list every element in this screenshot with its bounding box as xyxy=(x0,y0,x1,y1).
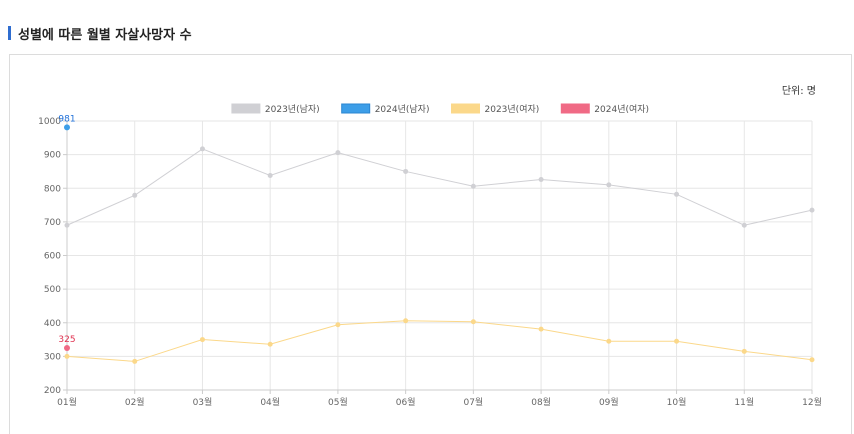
unit-label: 단위: 명 xyxy=(781,86,816,97)
section-title: 성별에 따른 월별 자살사망자 수 xyxy=(8,24,192,43)
y-tick-label: 300 xyxy=(44,352,61,362)
data-point[interactable] xyxy=(267,341,273,347)
data-point[interactable] xyxy=(132,192,138,198)
x-tick-label: 02월 xyxy=(125,396,145,408)
data-point[interactable] xyxy=(335,150,341,156)
data-point[interactable] xyxy=(674,338,680,344)
page-title: 성별에 따른 월별 자살사망자 수 xyxy=(18,27,192,43)
legend-label: 2023년(여자) xyxy=(485,103,540,115)
data-point[interactable] xyxy=(741,348,747,354)
data-point[interactable] xyxy=(199,146,205,152)
data-point[interactable] xyxy=(674,191,680,197)
legend-item[interactable]: 2023년(남자) xyxy=(231,103,320,115)
chart-panel xyxy=(9,54,852,434)
data-point[interactable] xyxy=(606,182,612,188)
chart-data-labels: 981 325 xyxy=(58,114,75,345)
data-point[interactable] xyxy=(199,337,205,343)
y-tick-label: 800 xyxy=(44,184,61,194)
y-tick-label: 500 xyxy=(44,285,61,295)
legend-item[interactable]: 2024년(남자) xyxy=(341,103,430,115)
x-tick-label: 11월 xyxy=(734,396,754,408)
legend-swatch xyxy=(231,103,261,114)
series-1 xyxy=(64,124,70,131)
y-tick-label: 600 xyxy=(44,252,61,262)
data-point[interactable] xyxy=(809,357,815,363)
x-tick-label: 06월 xyxy=(396,396,416,408)
data-point[interactable] xyxy=(403,168,409,174)
x-tick-label: 10월 xyxy=(667,396,687,408)
y-tick-label: 200 xyxy=(44,386,61,396)
data-point[interactable] xyxy=(64,353,70,359)
data-point[interactable] xyxy=(64,124,70,131)
x-tick-label: 04월 xyxy=(260,396,280,408)
series-line xyxy=(66,148,813,226)
chart-legend: 2023년(남자) 2024년(남자) 2023년(여자) 2024년(여자) xyxy=(231,103,649,115)
series-2 xyxy=(64,318,815,364)
data-point[interactable] xyxy=(538,177,544,183)
y-tick-label: 1000 xyxy=(38,117,61,127)
chart-series xyxy=(64,124,815,364)
legend-label: 2024년(여자) xyxy=(594,103,649,115)
chart-grid xyxy=(66,120,813,391)
data-point[interactable] xyxy=(809,207,815,213)
x-tick-label: 08월 xyxy=(531,396,551,408)
series-3 xyxy=(64,344,70,351)
data-point[interactable] xyxy=(64,344,70,351)
chart-axes: 200 300 400 500 600 700 800 900 1000 01월 02월 03월 04월… xyxy=(38,117,822,408)
legend-label: 2024년(남자) xyxy=(375,104,430,115)
y-tick-label: 400 xyxy=(44,319,61,329)
data-point[interactable] xyxy=(403,318,409,324)
legend-swatch xyxy=(451,103,480,114)
data-point[interactable] xyxy=(538,326,544,332)
y-tick-label: 700 xyxy=(44,218,61,228)
data-point[interactable] xyxy=(470,183,476,189)
x-tick-label: 12월 xyxy=(802,396,822,408)
data-point[interactable] xyxy=(741,222,747,228)
x-tick-label: 07월 xyxy=(463,396,483,408)
data-point[interactable] xyxy=(132,358,138,364)
data-point[interactable] xyxy=(64,222,70,228)
legend-swatch xyxy=(341,103,371,114)
series-0 xyxy=(64,146,815,228)
data-point[interactable] xyxy=(267,172,273,178)
legend-swatch xyxy=(560,103,590,114)
x-tick-label: 05월 xyxy=(328,396,348,408)
title-accent-bar xyxy=(8,26,11,40)
data-point[interactable] xyxy=(470,319,476,325)
data-point[interactable] xyxy=(606,338,612,344)
series-line xyxy=(66,320,813,362)
legend-item[interactable]: 2024년(여자) xyxy=(560,103,649,115)
x-tick-label: 09월 xyxy=(599,396,619,408)
x-tick-label: 03월 xyxy=(193,396,213,408)
x-tick-label: 01월 xyxy=(57,396,77,408)
legend-label: 2023년(남자) xyxy=(265,104,320,115)
y-tick-label: 900 xyxy=(44,151,61,161)
data-point[interactable] xyxy=(335,322,341,328)
data-label: 325 xyxy=(58,335,75,345)
data-label: 981 xyxy=(58,114,75,124)
legend-item[interactable]: 2023년(여자) xyxy=(451,103,540,115)
